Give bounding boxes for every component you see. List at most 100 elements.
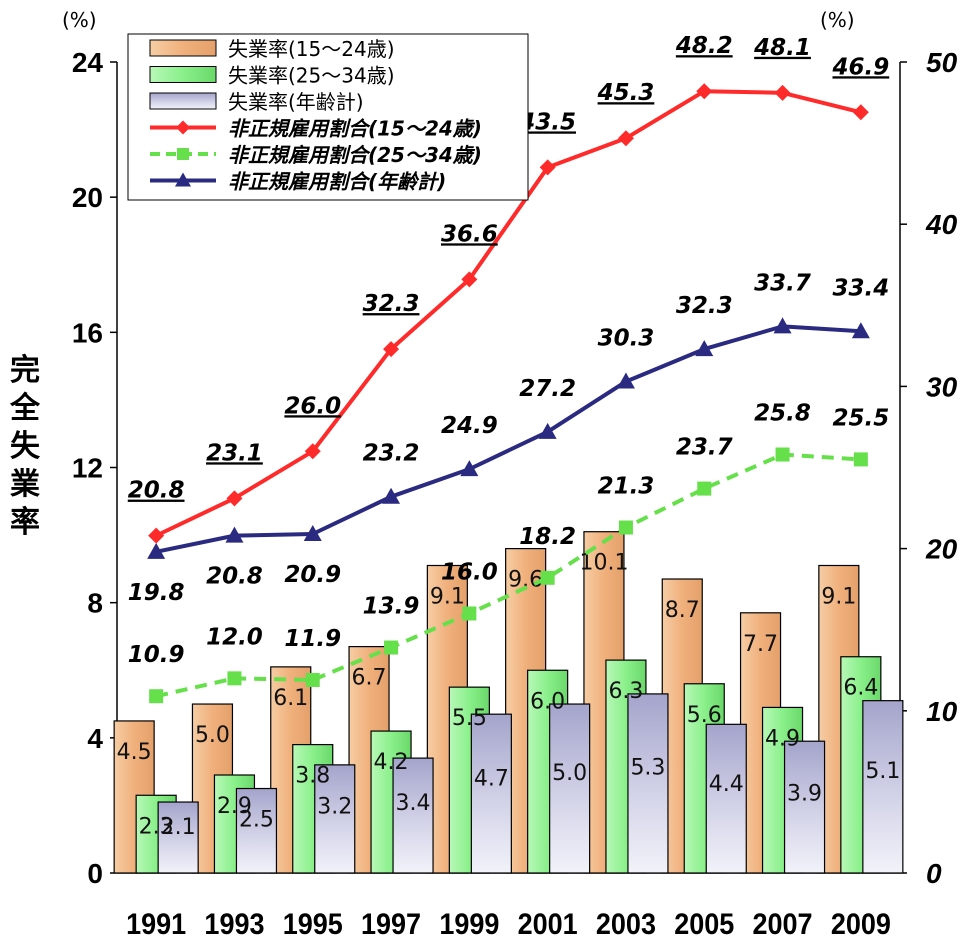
series-line xyxy=(155,452,861,699)
right-axis-unit: (%) xyxy=(820,8,855,32)
bar-value-label: 6.4 xyxy=(843,676,878,701)
bar-value-label: 6.3 xyxy=(608,679,643,704)
left-tick-label: 24 xyxy=(72,47,104,78)
series-line xyxy=(155,89,862,538)
line-value-label: 27.2 xyxy=(519,376,576,402)
bar-value-label: 6.7 xyxy=(352,666,387,691)
triangle-marker xyxy=(147,542,166,559)
diamond-marker xyxy=(774,84,791,101)
bar-value-label: 5.6 xyxy=(687,703,722,728)
legend-swatch xyxy=(149,92,217,110)
x-tick-label: 1999 xyxy=(439,908,499,942)
bar-value-label: 4.5 xyxy=(117,740,152,765)
square-marker xyxy=(853,452,868,467)
triangle-marker xyxy=(225,526,244,543)
bar-value-label: 7.7 xyxy=(743,632,778,657)
diamond-marker xyxy=(617,130,634,147)
triangle-marker xyxy=(175,172,191,187)
triangle-marker xyxy=(695,340,714,357)
line-value-label: 32.3 xyxy=(676,293,733,319)
bar xyxy=(157,801,199,874)
bar-value-label: 5.0 xyxy=(552,761,587,786)
triangle-marker xyxy=(303,525,322,542)
bar-value-label: 2.5 xyxy=(239,808,274,833)
x-tick-label: 1991 xyxy=(126,908,186,942)
diamond-marker xyxy=(176,120,190,135)
bar-value-label: 9.1 xyxy=(821,584,856,609)
bar xyxy=(549,703,591,874)
line-value-label: 23.7 xyxy=(676,435,733,461)
bar-value-label: 6.1 xyxy=(273,686,308,711)
bar-value-label: 10.1 xyxy=(579,551,628,576)
bar-value-label: 5.1 xyxy=(865,759,900,784)
x-tick-label: 1995 xyxy=(283,908,343,942)
x-tick-label: 2009 xyxy=(831,908,891,942)
line-value-label: 25.8 xyxy=(754,401,811,427)
bar-value-label: 3.9 xyxy=(787,782,822,807)
line-value-label: 26.0 xyxy=(284,393,341,419)
square-marker xyxy=(618,520,633,535)
line-value-label: 45.3 xyxy=(597,80,655,106)
line-value-label: 10.9 xyxy=(128,642,185,668)
bar-value-label: 4.7 xyxy=(474,767,509,792)
line-value-label: 48.1 xyxy=(753,35,811,61)
square-marker xyxy=(384,640,399,655)
line-value-label: 23.2 xyxy=(363,441,420,467)
diamond-marker xyxy=(148,527,165,544)
line-value-label: 46.9 xyxy=(831,54,889,80)
triangle-marker xyxy=(460,460,479,477)
line-value-label: 48.2 xyxy=(675,33,733,59)
diamond-marker xyxy=(852,104,869,121)
bar xyxy=(235,787,278,874)
bar xyxy=(392,757,434,874)
bar-value-label: 9.1 xyxy=(430,584,465,609)
line-value-label: 32.3 xyxy=(363,291,420,317)
legend-swatch xyxy=(149,39,217,57)
left-tick-label: 20 xyxy=(72,182,103,213)
bar-value-label: 6.0 xyxy=(530,689,565,714)
bar-value-label: 3.8 xyxy=(295,764,330,789)
diamond-marker xyxy=(383,341,400,358)
line-value-label: 20.9 xyxy=(284,562,341,588)
legend-label: 非正規雇用割合(15～24歳) xyxy=(228,117,482,141)
line-value-label: 33.7 xyxy=(754,270,811,296)
x-tick-label: 1997 xyxy=(361,908,421,942)
legend-label: 非正規雇用割合(25～34歳) xyxy=(228,143,482,167)
series-line xyxy=(155,324,861,554)
square-marker xyxy=(462,606,477,621)
square-marker xyxy=(697,481,712,496)
right-tick-label: 20 xyxy=(925,534,958,565)
bar-value-label: 2.3 xyxy=(139,814,174,839)
x-tick-label: 1993 xyxy=(204,908,264,942)
line-value-label: 23.1 xyxy=(206,440,263,466)
bar-value-label: 3.2 xyxy=(317,795,352,820)
right-tick-label: 10 xyxy=(926,696,958,727)
square-marker xyxy=(227,671,242,686)
legend-swatch xyxy=(149,66,217,83)
line-value-label: 12.0 xyxy=(206,624,263,650)
line-value-label: 20.8 xyxy=(206,564,263,590)
legend-label: 失業率(25～34歳) xyxy=(228,64,395,88)
bar-value-label: 5.3 xyxy=(630,755,665,780)
bar xyxy=(470,713,512,874)
bar xyxy=(627,693,669,874)
line-value-label: 21.3 xyxy=(598,474,655,500)
bar-value-label: 2.1 xyxy=(161,815,196,840)
legend-box xyxy=(127,33,529,201)
left-tick-label: 12 xyxy=(72,453,103,484)
left-tick-label: 0 xyxy=(87,858,103,889)
right-tick-label: 40 xyxy=(925,209,958,240)
y-axis-label: 完全失業率 xyxy=(10,353,40,540)
diamond-marker xyxy=(461,271,478,288)
right-tick-label: 0 xyxy=(926,858,942,889)
square-marker xyxy=(775,447,790,462)
triangle-marker xyxy=(773,317,792,334)
bar-value-label: 2.9 xyxy=(217,794,252,819)
left-axis-unit: (%) xyxy=(62,8,97,32)
diamond-marker xyxy=(696,83,713,100)
line-value-label: 18.2 xyxy=(519,524,576,550)
diamond-marker xyxy=(304,443,321,460)
line-value-label: 13.9 xyxy=(363,594,420,620)
bar-value-label: 4.4 xyxy=(709,772,744,797)
